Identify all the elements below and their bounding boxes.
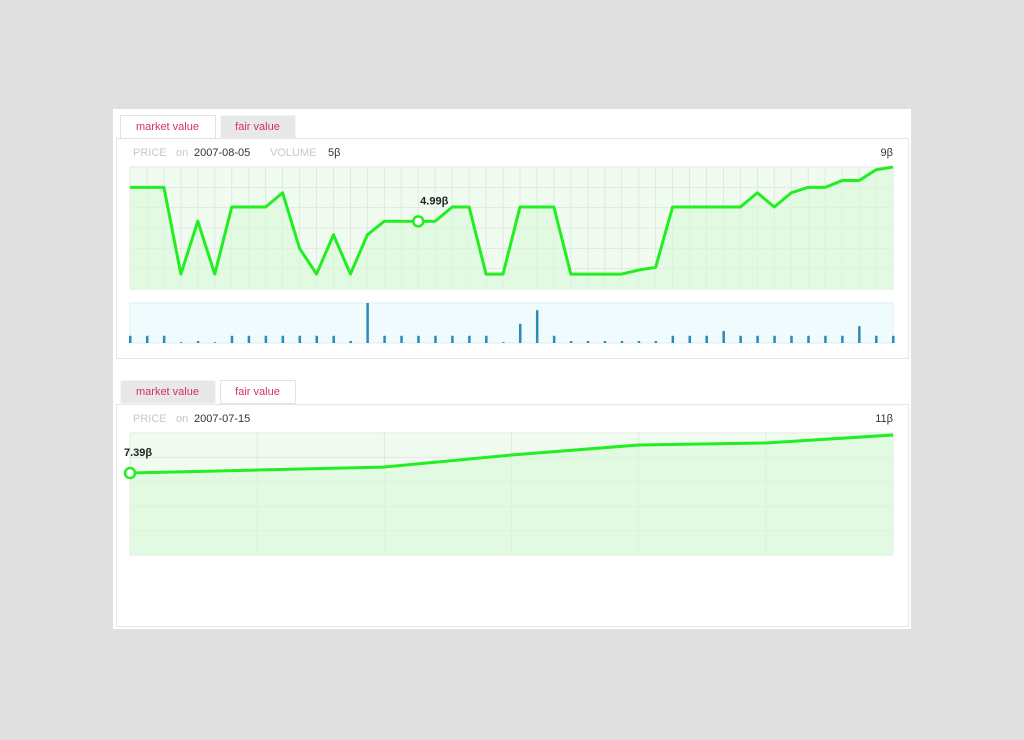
volume-bar	[315, 335, 319, 343]
hover-label: 4.99β	[420, 195, 448, 207]
header-volume: VOLUME	[270, 147, 316, 159]
hover-point	[123, 466, 137, 480]
header-date: 2007-07-15	[194, 413, 250, 425]
volume-bar	[807, 335, 810, 343]
header-volume-value: 5β	[328, 147, 340, 159]
volume-bar	[535, 310, 539, 343]
volume-bar	[349, 341, 352, 343]
volume-bar	[145, 335, 149, 343]
tab[interactable]	[220, 380, 296, 404]
volume-bar	[875, 335, 878, 343]
volume-bar	[213, 342, 217, 343]
volume-bar	[451, 335, 454, 343]
volume-bar	[196, 341, 200, 343]
volume-bar	[247, 335, 251, 343]
volume-bar	[502, 342, 505, 343]
tab[interactable]	[220, 115, 296, 139]
hover-label: 7.39β	[124, 447, 152, 459]
y-tick-label: 9β	[881, 147, 893, 159]
volume-bar	[756, 335, 759, 343]
volume-bar	[841, 335, 844, 343]
header-date: 2007-08-05	[194, 147, 250, 159]
volume-bar	[688, 335, 692, 343]
volume-bar	[129, 335, 132, 343]
volume-bar	[281, 335, 285, 343]
volume-bar	[824, 335, 827, 343]
volume-bar	[637, 341, 641, 343]
volume-bar	[485, 335, 488, 343]
price-line	[129, 433, 894, 475]
volume-bar	[773, 335, 776, 343]
area	[130, 167, 893, 289]
volume-bar	[620, 341, 624, 343]
volume-bar	[705, 335, 708, 343]
volume-bar	[298, 335, 302, 343]
volume-area	[129, 302, 894, 344]
tab[interactable]	[120, 115, 216, 139]
volume-bar	[332, 335, 335, 343]
volume-bar	[892, 335, 895, 343]
volume-bar	[179, 342, 183, 343]
volume-bar	[383, 335, 386, 343]
volume-bar	[230, 335, 234, 343]
volume-bar	[366, 303, 369, 343]
volume-bar	[603, 341, 607, 343]
y-tick-label: 11β	[875, 413, 893, 425]
volume-bar	[434, 335, 437, 343]
volume-bar	[569, 341, 573, 343]
volume-bar	[654, 341, 658, 343]
volume-bar	[518, 323, 522, 343]
area	[130, 434, 893, 555]
hover-point	[411, 215, 425, 228]
tab-label[interactable]: fair value	[235, 121, 280, 133]
volume-bar	[552, 335, 556, 343]
tab-label[interactable]: market value	[136, 121, 199, 133]
volume-bar	[858, 326, 861, 343]
volume-bar	[586, 341, 590, 343]
header-on: on	[176, 413, 188, 425]
header-on: on	[176, 147, 188, 159]
header-price: PRICE	[133, 147, 167, 159]
volume-bar	[468, 335, 471, 343]
volume-bar	[417, 335, 420, 343]
volume-bar	[671, 335, 675, 343]
volume-bar	[400, 335, 403, 343]
header-price: PRICE	[133, 413, 167, 425]
volume-bar	[739, 335, 742, 343]
price-line	[130, 165, 894, 276]
volume-bar	[162, 335, 166, 343]
volume-bar	[264, 335, 268, 343]
volume-bar	[722, 331, 725, 343]
tab[interactable]	[120, 380, 216, 404]
volume-bar	[790, 335, 793, 343]
tab-label[interactable]: fair value	[235, 386, 280, 398]
tab-label[interactable]: market value	[136, 386, 199, 398]
